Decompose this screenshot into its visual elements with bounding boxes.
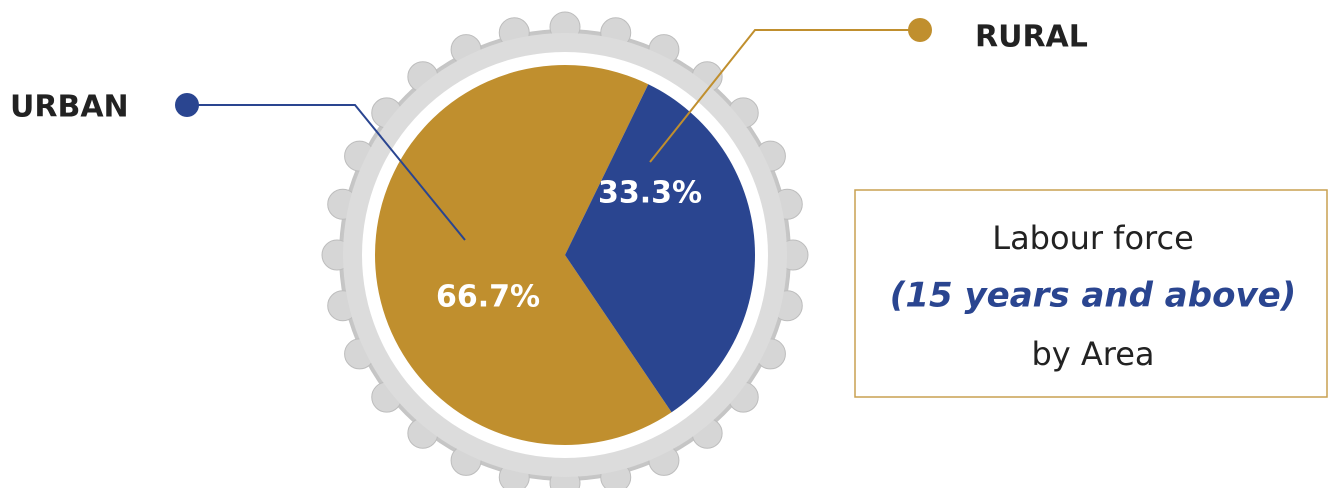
urban-leader bbox=[187, 104, 466, 241]
title-box bbox=[854, 189, 1328, 398]
data-label: 66.7% bbox=[436, 280, 540, 315]
legend-label: RURAL bbox=[975, 20, 1088, 55]
legend-label: URBAN bbox=[10, 90, 129, 125]
rural-dot bbox=[908, 18, 932, 42]
chart-title: Labour force bbox=[992, 219, 1194, 257]
rural-leader bbox=[649, 29, 920, 163]
chart-subtitle: (15 years and above) bbox=[890, 276, 1296, 316]
pie: 66.7% 33.3% bbox=[375, 64, 756, 445]
data-label: 33.3% bbox=[598, 176, 702, 211]
pie-slice bbox=[565, 84, 756, 413]
chart-caption: by Area bbox=[1031, 335, 1154, 373]
pie-slice bbox=[375, 64, 672, 445]
urban-dot bbox=[175, 93, 199, 117]
